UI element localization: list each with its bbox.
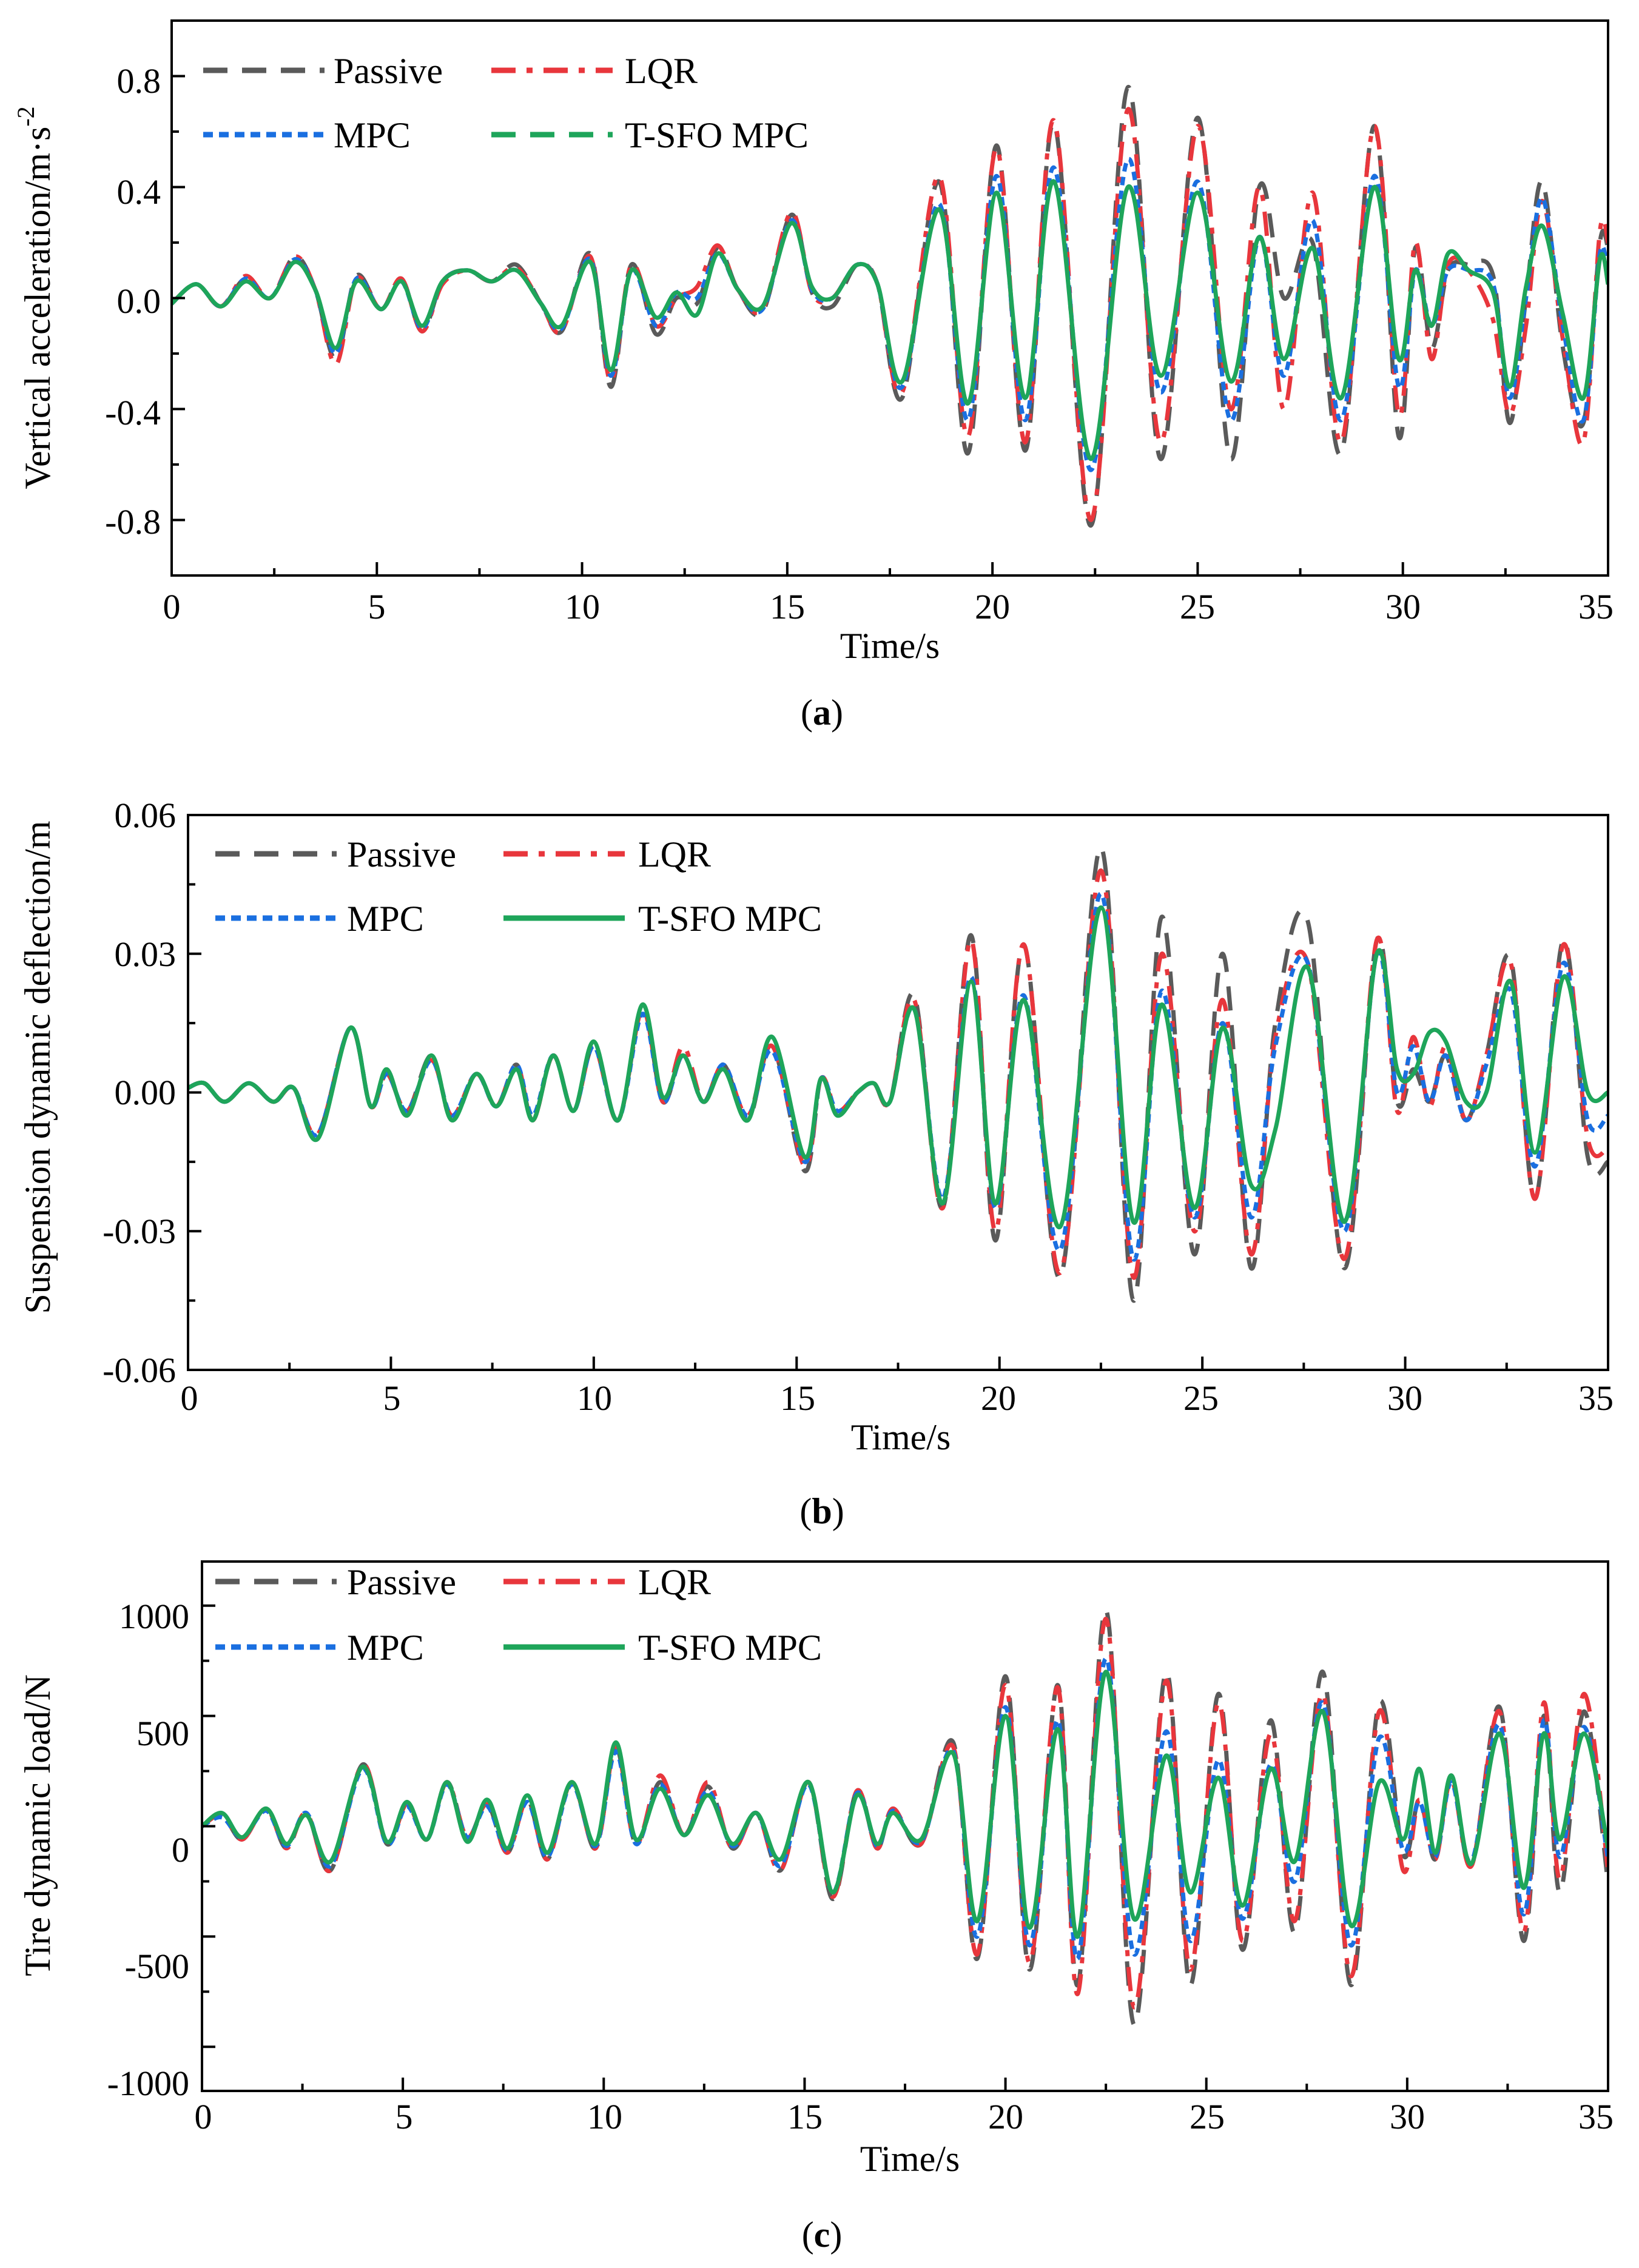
panel-a-y-axis-title: Vertical acceleration/m·s-2: [12, 106, 58, 489]
legend-lqr-label: LQR: [638, 834, 711, 874]
panel-c-xtick-label: 5: [395, 2097, 413, 2136]
panel-c-xtick-label: 10: [587, 2097, 622, 2136]
panel-a-xtick-label: 15: [770, 587, 805, 626]
panel-a-xtick-label: 35: [1578, 587, 1614, 626]
panel-b-series-tsfo-mpc-line: [188, 905, 1608, 1230]
panel-c-ytick-label: 500: [136, 1714, 189, 1753]
panel-b-xtick-label: 20: [981, 1378, 1016, 1418]
panel-c-xtick-label: 0: [195, 2097, 212, 2136]
panel-b-xtick-label: 35: [1578, 1378, 1614, 1418]
panel-b-y-axis-title: Suspension dynamic deflection/m: [18, 820, 58, 1313]
legend-tsfo-mpc-label: T-SFO MPC: [625, 115, 809, 155]
panel-c-xtick-label: 15: [787, 2097, 823, 2136]
panel-b-caption: (b): [799, 1491, 844, 1531]
panel-c-xtick-label: 30: [1390, 2097, 1425, 2136]
legend-passive-label: Passive: [347, 834, 456, 874]
panel-c-plot-lines: [202, 1608, 1608, 2027]
panel-b-xtick-label: 5: [383, 1378, 401, 1418]
panel-c-caption-letter: c: [814, 2215, 830, 2255]
panel-a-ytick-label: 0.0: [117, 281, 161, 321]
panel-a-xtick-label: 0: [163, 587, 181, 626]
panel-b-tick-marks: [187, 814, 1609, 1371]
panel-b-caption-letter: b: [812, 1491, 832, 1531]
panel-b-xtick-label: 0: [181, 1378, 198, 1418]
panel-a-xtick-label: 10: [565, 587, 600, 626]
panel-a-ytick-label: -0.4: [105, 393, 161, 432]
panel-b-ytick-label: -0.06: [103, 1350, 176, 1390]
panel-a-xtick-label: 20: [975, 587, 1010, 626]
panel-b-ytick-label: 0.03: [115, 934, 177, 974]
panel-a-tick-marks: [170, 75, 1609, 575]
panel-c-ytick-label: -1000: [107, 2064, 189, 2103]
legend-mpc-label: MPC: [347, 899, 424, 939]
panel-a-y-axis-title-main: Vertical acceleration/m·s: [18, 127, 58, 489]
panel-b-ytick-label: -0.03: [103, 1212, 176, 1251]
panel-b-suspension-dynamic-deflection: 0.06 0.03 0.00 -0.03 -0.06 0 5 10 15 20 …: [18, 796, 1614, 1531]
panel-b-xtick-label: 15: [780, 1378, 815, 1418]
panel-a-series-tsfo-mpc-line: [172, 179, 1608, 461]
panel-b-xtick-label: 25: [1183, 1378, 1219, 1418]
panel-c-ytick-label: -500: [125, 1947, 189, 1986]
panel-c-tick-marks: [201, 1604, 1609, 2091]
panel-a-y-axis-title-superscript: -2: [12, 106, 39, 126]
panel-c-legend: Passive LQR MPC T-SFO MPC: [215, 1562, 822, 1668]
panel-b-xtick-label: 30: [1387, 1378, 1422, 1418]
panel-c-y-axis-title: Tire dynamic load/N: [18, 1674, 58, 1976]
panel-a-ytick-label: 0.8: [117, 61, 161, 101]
panel-c-series-tsfo-mpc-line: [202, 1669, 1608, 1939]
legend-lqr-label: LQR: [638, 1562, 711, 1602]
panel-c-xtick-label: 35: [1578, 2097, 1614, 2136]
legend-mpc-label: MPC: [347, 1628, 424, 1668]
panel-b-legend: Passive LQR MPC T-SFO MPC: [215, 834, 822, 939]
legend-lqr-label: LQR: [625, 51, 698, 91]
panel-c-caption: (c): [802, 2215, 843, 2255]
panel-b-x-axis-title: Time/s: [851, 1417, 951, 1457]
panel-b-ytick-label: 0.00: [115, 1073, 177, 1112]
panel-a-ytick-label: 0.4: [117, 172, 161, 212]
panel-a-x-axis-title: Time/s: [840, 626, 940, 666]
panel-b-ytick-label: 0.06: [115, 796, 177, 835]
legend-passive-label: Passive: [334, 51, 443, 91]
panel-a-vertical-acceleration: 0.8 0.4 0.0 -0.4 -0.8 0 5 10 15 20 25 30…: [12, 19, 1614, 733]
panel-a-ytick-label: -0.8: [105, 502, 161, 542]
panel-b-plot-lines: [188, 845, 1608, 1303]
panel-c-series-lqr-line: [202, 1617, 1608, 2010]
panel-c-x-axis-title: Time/s: [860, 2139, 960, 2179]
panel-c-tire-dynamic-load: 1000 500 0 -500 -1000 0 5 10 15 20 25 30…: [18, 1560, 1614, 2255]
panel-a-xtick-label: 5: [368, 587, 386, 626]
panel-a-xtick-label: 25: [1180, 587, 1215, 626]
panel-b-xtick-label: 10: [577, 1378, 612, 1418]
panel-c-ytick-label: 1000: [119, 1597, 189, 1636]
legend-tsfo-mpc-label: T-SFO MPC: [638, 899, 822, 939]
panel-c-ytick-label: 0: [172, 1830, 189, 1870]
panel-a-legend: Passive LQR MPC T-SFO MPC: [203, 51, 809, 155]
panel-a-xtick-label: 30: [1385, 587, 1421, 626]
panel-c-xtick-label: 25: [1190, 2097, 1225, 2136]
panel-a-plot-lines: [172, 85, 1608, 528]
legend-tsfo-mpc-label: T-SFO MPC: [638, 1628, 822, 1668]
panel-a-caption: (a): [801, 693, 843, 733]
panel-c-xtick-label: 20: [988, 2097, 1023, 2136]
legend-passive-label: Passive: [347, 1562, 456, 1602]
legend-mpc-label: MPC: [334, 115, 411, 155]
panel-b-series-passive-line: [188, 845, 1608, 1303]
panel-a-caption-letter: a: [813, 693, 831, 733]
